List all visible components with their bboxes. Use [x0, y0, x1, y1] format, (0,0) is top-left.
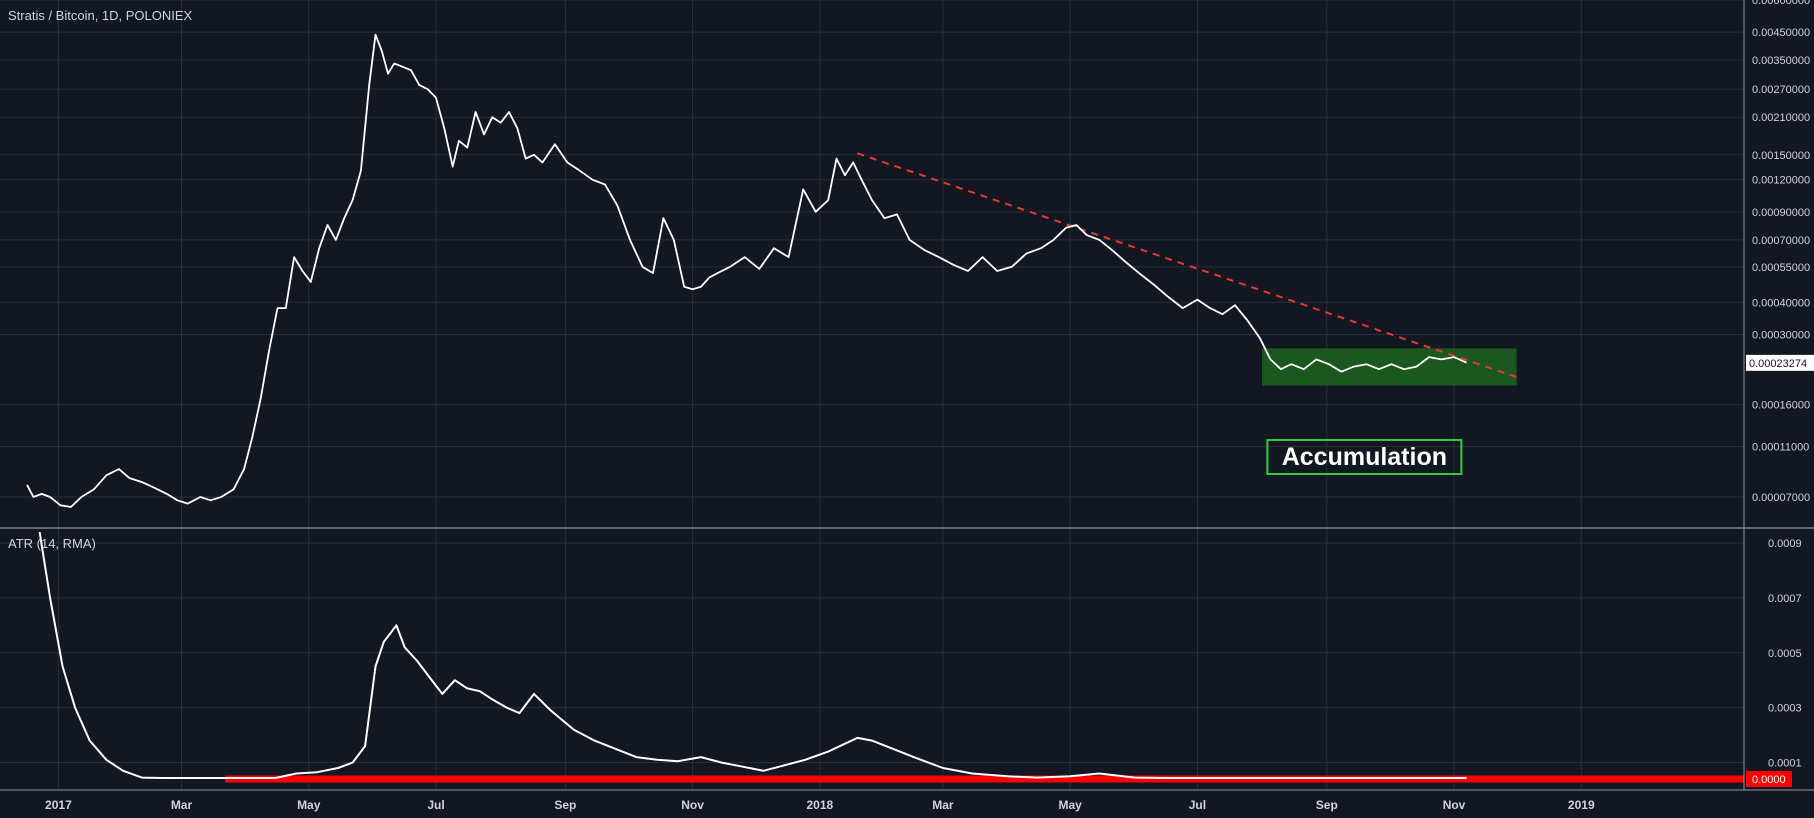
x-tick-label: Jul — [1189, 798, 1206, 812]
price-tick-label: 0.00011000 — [1752, 442, 1809, 454]
price-tick-label: 0.00090000 — [1752, 207, 1810, 219]
indicator-title[interactable]: ATR (14, RMA) — [8, 536, 96, 551]
gridlines — [0, 0, 1744, 790]
price-tick-label: 0.00350000 — [1752, 55, 1810, 67]
atr-tick-label: 0.0005 — [1768, 648, 1802, 660]
price-tick-label: 0.00055000 — [1752, 262, 1810, 274]
price-tick-label: 0.00270000 — [1752, 84, 1810, 96]
price-tick-label: 0.00070000 — [1752, 235, 1810, 247]
last-price-badge — [1746, 354, 1814, 371]
x-tick-label: May — [297, 798, 321, 812]
x-tick-label: Nov — [1443, 798, 1466, 812]
accumulation-label-box — [1266, 439, 1463, 475]
price-tick-label: 0.00007000 — [1752, 492, 1810, 504]
accumulation-label: Accumulation — [1282, 443, 1447, 471]
x-tick-label: Sep — [1316, 798, 1338, 812]
atr-series-line — [38, 531, 1467, 779]
atr-last-label: 0.0000 — [1752, 774, 1786, 786]
atr-tick-label: 0.0001 — [1768, 758, 1802, 770]
x-tick-label: 2018 — [806, 798, 833, 812]
price-tick-label: 0.00040000 — [1752, 297, 1810, 309]
x-tick-label: Nov — [681, 798, 704, 812]
x-tick-label: Jul — [427, 798, 444, 812]
price-tick-label: 0.00450000 — [1752, 27, 1810, 39]
x-tick-label: May — [1059, 798, 1083, 812]
price-tick-label: 0.00120000 — [1752, 175, 1810, 187]
atr-pane — [38, 531, 1744, 783]
last-price-label: 0.00023274 — [1749, 358, 1807, 370]
price-tick-label: 0.00030000 — [1752, 330, 1810, 342]
atr-tick-label: 0.0009 — [1768, 538, 1802, 550]
x-tick-label: Sep — [554, 798, 576, 812]
symbol-title[interactable]: Stratis / Bitcoin, 1D, POLONIEX — [8, 8, 193, 23]
x-tick-label: Mar — [932, 798, 954, 812]
x-tick-label: 2019 — [1568, 798, 1595, 812]
atr-tick-label: 0.0003 — [1768, 703, 1802, 715]
price-tick-label: 0.00210000 — [1752, 112, 1810, 124]
price-series-line — [26, 33, 1467, 508]
price-pane: Accumulation — [26, 33, 1517, 508]
x-tick-label: Mar — [171, 798, 193, 812]
price-tick-label: 0.00600000 — [1752, 0, 1810, 7]
atr-last-badge — [1746, 771, 1792, 787]
atr-tick-label: 0.0007 — [1768, 593, 1802, 605]
x-tick-label: 2017 — [45, 798, 72, 812]
price-tick-label: 0.00016000 — [1752, 400, 1810, 412]
price-tick-label: 0.00150000 — [1752, 150, 1810, 162]
accumulation-zone — [1262, 348, 1517, 386]
